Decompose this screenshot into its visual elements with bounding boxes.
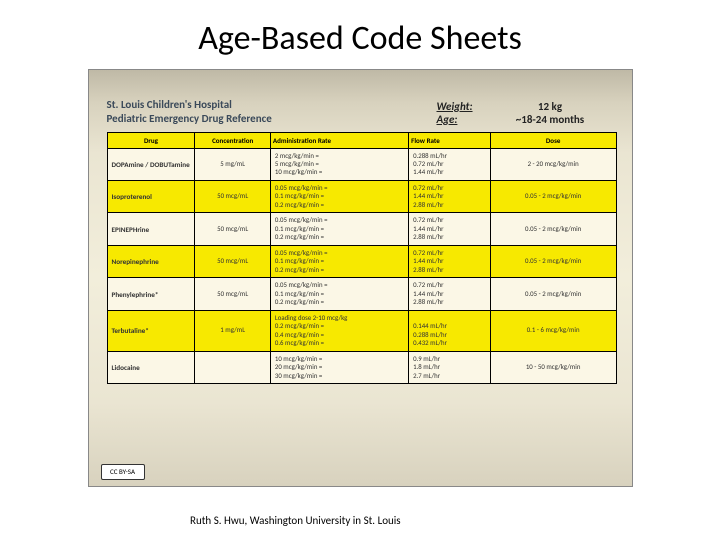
cell-flow-rate: 0.72 mL/hr 1.44 mL/hr 2.88 mL/hr bbox=[409, 278, 491, 310]
cell-drug: EPINEPHrine bbox=[107, 213, 195, 245]
cc-license-badge: CC BY-SA bbox=[101, 464, 145, 480]
table-row: Norepinephrine50 mcg/mL0.05 mcg/kg/min =… bbox=[107, 245, 616, 277]
reference-sheet-photo: St. Louis Children's Hospital Pediatric … bbox=[88, 69, 633, 487]
cell-flow-rate: 0.72 mL/hr 1.44 mL/hr 2.88 mL/hr bbox=[409, 180, 491, 212]
cell-concentration: 50 mcg/mL bbox=[195, 245, 270, 277]
cell-flow-rate: 0.9 mL/hr 1.8 mL/hr 2.7 mL/hr bbox=[409, 351, 491, 383]
cell-dose: 0.05 - 2 mcg/kg/min bbox=[490, 278, 616, 310]
weight-age-block: Weight: 12 kg Age: ~18-24 months bbox=[437, 100, 617, 126]
drug-reference-sheet: St. Louis Children's Hospital Pediatric … bbox=[107, 98, 617, 384]
table-row: DOPAmine / DOBUTamine5 mg/mL2 mcg/kg/min… bbox=[107, 148, 616, 180]
cell-dose: 0.05 - 2 mcg/kg/min bbox=[490, 245, 616, 277]
cell-dose: 10 - 50 mcg/kg/min bbox=[490, 351, 616, 383]
drug-table: Drug Concentration Administration Rate F… bbox=[107, 132, 617, 385]
table-row: EPINEPHrine50 mcg/mL0.05 mcg/kg/min = 0.… bbox=[107, 213, 616, 245]
cell-drug: Isoproterenol bbox=[107, 180, 195, 212]
table-header-row: Drug Concentration Administration Rate F… bbox=[107, 132, 616, 148]
weight-value: 12 kg bbox=[495, 100, 605, 113]
cell-flow-rate: 0.72 mL/hr 1.44 mL/hr 2.88 mL/hr bbox=[409, 213, 491, 245]
cell-dose: 0.05 - 2 mcg/kg/min bbox=[490, 213, 616, 245]
cell-admin-rate: 2 mcg/kg/min = 5 mcg/kg/min = 10 mcg/kg/… bbox=[270, 148, 408, 180]
cell-admin-rate: Loading dose 2-10 mcg/kg 0.2 mcg/kg/min … bbox=[270, 310, 408, 351]
cell-concentration: 50 mcg/mL bbox=[195, 180, 270, 212]
th-drug: Drug bbox=[107, 132, 195, 148]
cell-flow-rate: 0.144 mL/hr 0.288 mL/hr 0.432 mL/hr bbox=[409, 310, 491, 351]
cell-flow-rate: 0.288 mL/hr 0.72 mL/hr 1.44 mL/hr bbox=[409, 148, 491, 180]
hospital-line2: Pediatric Emergency Drug Reference bbox=[107, 112, 437, 126]
cell-dose: 0.05 - 2 mcg/kg/min bbox=[490, 180, 616, 212]
table-row: Terbutaline*1 mg/mLLoading dose 2-10 mcg… bbox=[107, 310, 616, 351]
age-value: ~18-24 months bbox=[495, 113, 605, 126]
drug-table-body: DOPAmine / DOBUTamine5 mg/mL2 mcg/kg/min… bbox=[107, 148, 616, 384]
cell-admin-rate: 0.05 mcg/kg/min = 0.1 mcg/kg/min = 0.2 m… bbox=[270, 245, 408, 277]
cell-drug: Norepinephrine bbox=[107, 245, 195, 277]
cell-admin-rate: 0.05 mcg/kg/min = 0.1 mcg/kg/min = 0.2 m… bbox=[270, 180, 408, 212]
sheet-header: St. Louis Children's Hospital Pediatric … bbox=[107, 98, 617, 126]
cell-dose: 2 - 20 mcg/kg/min bbox=[490, 148, 616, 180]
table-row: Phenylephrine*50 mcg/mL0.05 mcg/kg/min =… bbox=[107, 278, 616, 310]
cell-drug: Terbutaline* bbox=[107, 310, 195, 351]
cell-drug: DOPAmine / DOBUTamine bbox=[107, 148, 195, 180]
attribution-text: Ruth S. Hwu, Washington University in St… bbox=[190, 514, 401, 527]
table-row: Isoproterenol50 mcg/mL0.05 mcg/kg/min = … bbox=[107, 180, 616, 212]
cell-concentration: 50 mcg/mL bbox=[195, 213, 270, 245]
th-admin-rate: Administration Rate bbox=[270, 132, 408, 148]
cell-drug: Phenylephrine* bbox=[107, 278, 195, 310]
cell-flow-rate: 0.72 mL/hr 1.44 mL/hr 2.88 mL/hr bbox=[409, 245, 491, 277]
cell-admin-rate: 0.05 mcg/kg/min = 0.1 mcg/kg/min = 0.2 m… bbox=[270, 278, 408, 310]
cell-concentration: 1 mg/mL bbox=[195, 310, 270, 351]
cell-admin-rate: 10 mcg/kg/min = 20 mcg/kg/min = 30 mcg/k… bbox=[270, 351, 408, 383]
th-dose: Dose bbox=[490, 132, 616, 148]
cell-concentration bbox=[195, 351, 270, 383]
hospital-title: St. Louis Children's Hospital Pediatric … bbox=[107, 98, 437, 126]
slide-title: Age-Based Code Sheets bbox=[0, 0, 720, 69]
th-concentration: Concentration bbox=[195, 132, 270, 148]
age-label: Age: bbox=[437, 113, 493, 126]
cell-dose: 0.1 - 6 mcg/kg/min bbox=[490, 310, 616, 351]
cell-concentration: 5 mg/mL bbox=[195, 148, 270, 180]
cell-concentration: 50 mcg/mL bbox=[195, 278, 270, 310]
cell-admin-rate: 0.05 mcg/kg/min = 0.1 mcg/kg/min = 0.2 m… bbox=[270, 213, 408, 245]
th-flow-rate: Flow Rate bbox=[409, 132, 491, 148]
table-row: Lidocaine 10 mcg/kg/min = 20 mcg/kg/min =… bbox=[107, 351, 616, 383]
weight-label: Weight: bbox=[437, 100, 493, 113]
cell-drug: Lidocaine bbox=[107, 351, 195, 383]
hospital-line1: St. Louis Children's Hospital bbox=[107, 98, 437, 112]
